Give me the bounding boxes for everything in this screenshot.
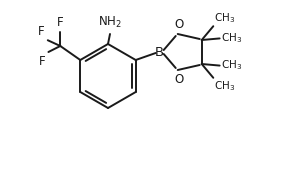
Text: F: F [57, 16, 64, 29]
Text: F: F [38, 25, 45, 38]
Text: CH$_3$: CH$_3$ [221, 32, 242, 45]
Text: NH$_2$: NH$_2$ [98, 15, 122, 30]
Text: B: B [155, 46, 164, 58]
Text: O: O [174, 73, 183, 86]
Text: F: F [39, 55, 45, 68]
Text: CH$_3$: CH$_3$ [214, 79, 235, 93]
Text: CH$_3$: CH$_3$ [214, 11, 235, 25]
Text: CH$_3$: CH$_3$ [221, 59, 242, 73]
Text: O: O [174, 18, 183, 31]
